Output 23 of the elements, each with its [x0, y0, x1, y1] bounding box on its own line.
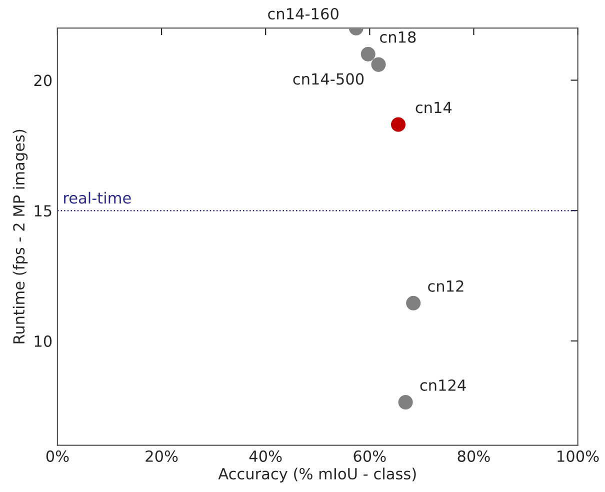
annotation: cn14 [416, 102, 452, 114]
x-tick-label: 100% [558, 450, 599, 462]
x-tick-label: 20% [146, 450, 178, 462]
annotation: cn14-500 [293, 73, 364, 85]
annotation: cn124 [420, 379, 466, 391]
annotation: cn12 [428, 280, 464, 292]
point [360, 46, 376, 62]
ref-line-label: real-time [64, 192, 131, 204]
point [398, 394, 413, 410]
y-axis-title: Runtime (fps - 2 MP images) [12, 130, 28, 344]
x-tick-label: 0% [46, 450, 69, 462]
x-axis-title: Accuracy (% mIoU - class) [218, 468, 416, 482]
y-tick-label: 15 [34, 205, 52, 217]
y-tick-label: 20 [34, 74, 52, 86]
annotation: cn18 [380, 31, 416, 43]
x-tick-label: 60% [354, 450, 386, 462]
x-tick-label: 40% [249, 450, 282, 462]
y-tick-label: 10 [34, 335, 52, 347]
x-tick-label: 80% [458, 450, 490, 462]
annotation: cn14-160 [268, 8, 338, 20]
point [390, 117, 406, 132]
point [406, 296, 421, 310]
point [371, 57, 386, 72]
